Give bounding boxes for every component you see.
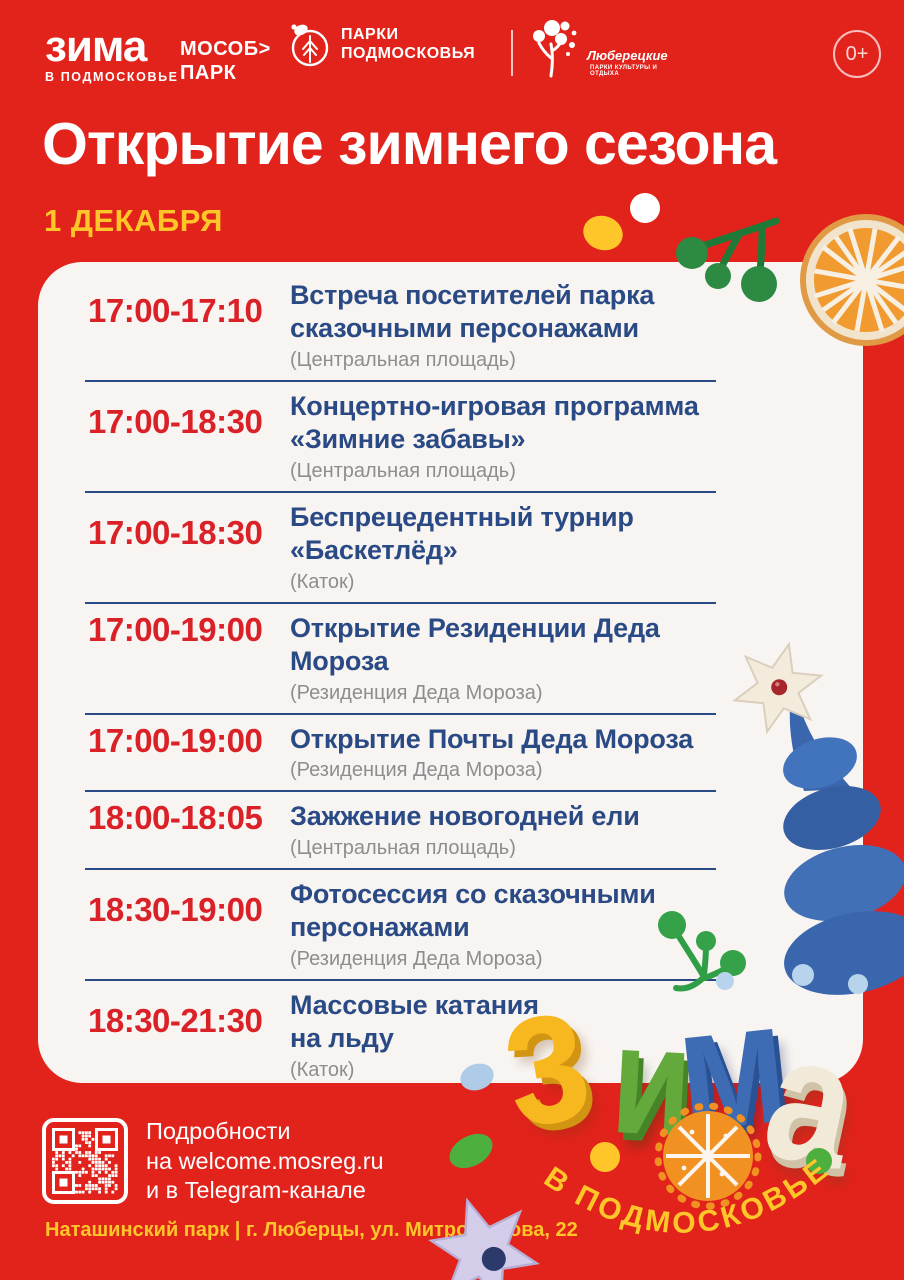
park-address: Наташинский парк | г. Люберцы, ул. Митро… [45,1219,578,1241]
berries-icon [658,911,746,992]
schedule-row: 17:00-19:00 Открытие Резиденции Деда Мор… [38,604,863,713]
curved-slogan: В ПОДМОСКОВЬЕ [538,1151,836,1240]
schedule-card: 17:00-17:10 Встреча посетителей парка ск… [38,262,863,1083]
star-lavender-icon [428,1197,540,1280]
event-location: (Центральная площадь) [290,459,516,482]
svg-text:В ПОДМОСКОВЬЕ: В ПОДМОСКОВЬЕ [538,1151,836,1240]
schedule-row: 18:30-19:00 Фотосессия со сказочными пер… [38,870,863,979]
event-title: Массовые катания на льду [290,990,539,1054]
event-time: 17:00-19:00 [88,721,263,759]
event-title: Зажжение новогодней ели [290,801,640,832]
event-time: 18:30-19:00 [88,891,263,929]
event-location: (Резиденция Деда Мороза) [290,681,543,704]
event-title: Беспрецедентный турнир «Баскетлёд» [290,501,634,565]
row-divider [85,712,716,715]
parki-podmoskovya-logo: ПАРКИ ПОДМОСКОВЬЯ [287,22,475,68]
dot-white-top [630,193,660,223]
header-divider [511,30,513,76]
event-date: 1 ДЕКАБРЯ [44,203,223,238]
event-location: (Центральная площадь) [290,837,516,860]
parki-logo-line1: ПАРКИ [341,26,399,44]
row-divider [85,601,716,604]
orange-slice-drawn-icon [654,1102,762,1210]
event-time: 17:00-19:00 [88,610,263,648]
mosobpark-logo-line1: МОСОБ> [180,38,271,60]
event-location: (Резиденция Деда Мороза) [290,759,543,782]
event-title: Фотосессия со сказочными персонажами [290,879,656,943]
event-title: Открытие Резиденции Деда Мороза [290,612,660,676]
event-time: 18:00-18:05 [88,799,263,837]
page-title: Открытие зимнего сезона [42,111,777,177]
event-time: 17:00-18:30 [88,402,263,440]
zima-logo-title: зима [45,22,147,71]
schedule-row: 17:00-17:10 Встреча посетителей парка ск… [38,271,863,380]
oval-green-bottom [443,1126,499,1176]
dot-yellow-top [578,210,628,256]
event-time: 17:00-18:30 [88,513,263,551]
zima-logo-subtitle: В ПОДМОСКОВЬЕ [45,70,179,85]
event-time: 17:00-17:10 [88,292,263,329]
dot-lightblue [792,964,814,986]
schedule-row: 17:00-19:00 Открытие Почты Деда Мороза (… [38,715,863,791]
schedule-row: 18:00-18:05 Зажжение новогодней ели (Цен… [38,792,863,868]
mosobpark-logo: МОСОБ> ПАРК [180,37,271,85]
lyuberetskie-logo-subtitle: ПАРКИ КУЛЬТУРЫ И ОТДЫХА [590,65,658,77]
details-text: Подробности на welcome.mosreg.ru и в Tel… [146,1118,384,1203]
berries-icon [676,217,780,302]
parki-leaf-icon [291,24,329,67]
schedule-row: 18:30-21:30 Массовые катания на льду (Ка… [38,981,863,1090]
row-divider [85,379,716,382]
qr-finder-patterns [52,1128,118,1194]
row-divider [85,790,716,793]
star-icon [732,641,824,735]
qr-modules [52,1131,118,1194]
dot-lightblue [848,974,868,994]
row-divider [85,868,716,871]
schedule-row: 17:00-18:30 Концертно-игровая программа … [38,382,863,491]
schedule-row: 17:00-18:30 Беспрецедентный турнир «Баск… [38,493,863,602]
lyuberetskie-logo: Люберецкие ПАРКИ КУЛЬТУРЫ И ОТДЫХА [527,18,677,80]
event-location: (Каток) [290,570,355,593]
row-divider [85,979,716,982]
mosobpark-logo-line2: ПАРК [180,62,237,84]
event-title: Концертно-игровая программа «Зимние заба… [290,390,699,454]
parki-logo-line2: ПОДМОСКОВЬЯ [341,45,476,62]
dot-green-bottom [806,1148,832,1174]
orange-slice-icon [800,214,904,346]
event-time: 18:30-21:30 [88,1002,263,1040]
age-rating-badge: 0+ [833,30,881,78]
christmas-tree-icon [783,677,904,995]
lyuberetskie-tree-icon [533,20,577,78]
row-divider [85,490,716,493]
event-title: Открытие Почты Деда Мороза [290,723,694,754]
qr-code [42,1118,128,1204]
event-title: Встреча посетителей парка сказочными пер… [290,280,655,343]
curved-slogan-text: В ПОДМОСКОВЬЕ [538,1151,832,1240]
dot-yellow-bottom [590,1142,620,1172]
zima-logo: зима В ПОДМОСКОВЬЕ [45,22,179,85]
event-location: (Центральная площадь) [290,348,516,371]
event-location: (Резиденция Деда Мороза) [290,948,543,971]
lyuberetskie-logo-title: Люберецкие [587,48,668,63]
event-location: (Каток) [290,1059,355,1082]
dot-lightblue [716,972,734,990]
